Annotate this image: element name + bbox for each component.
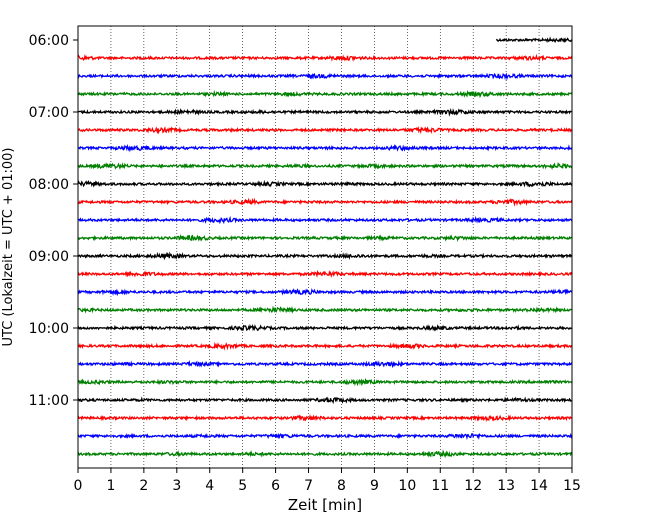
trace-0930 <box>77 287 573 297</box>
trace-0845 <box>77 234 573 242</box>
x-tick-label: 1 <box>106 478 115 494</box>
x-tick-label: 9 <box>370 478 379 494</box>
x-tick-label: 4 <box>205 478 214 494</box>
x-tick-label: 11 <box>431 478 449 494</box>
trace-0730 <box>77 143 573 153</box>
x-axis-ticks: 0 1 2 3 4 5 6 7 8 9 10 11 12 13 14 15 <box>74 468 581 494</box>
y-tick-label: 06:00 <box>29 33 69 49</box>
trace-1145 <box>77 449 573 459</box>
trace-0630 <box>77 72 573 81</box>
trace-0745 <box>77 161 573 171</box>
x-tick-label: 13 <box>497 478 515 494</box>
x-tick-label: 10 <box>398 478 416 494</box>
x-tick-label: 3 <box>172 478 181 494</box>
plot-frame <box>77 25 573 469</box>
trace-1115 <box>77 413 573 423</box>
trace-0615 <box>77 53 573 62</box>
trace-0715 <box>78 126 573 135</box>
x-tick-label: 14 <box>530 478 548 494</box>
trace-1100 <box>77 396 573 405</box>
x-tick-label: 5 <box>238 478 247 494</box>
y-tick-label: 09:00 <box>29 249 69 265</box>
x-tick-label: 7 <box>304 478 313 494</box>
trace-0915 <box>77 269 573 278</box>
y-tick-label: 10:00 <box>29 321 69 337</box>
y-tick-label: 08:00 <box>29 177 69 193</box>
trace-1030 <box>78 359 573 369</box>
x-tick-label: 8 <box>337 478 346 494</box>
trace-0645 <box>77 89 573 99</box>
trace-series <box>77 36 573 459</box>
x-tick-label: 15 <box>563 478 581 494</box>
x-tick-label: 0 <box>74 478 83 494</box>
y-axis-label: UTC (Lokalzeit = UTC + 01:00) <box>1 148 16 347</box>
x-tick-label: 6 <box>271 478 280 494</box>
y-tick-label: 07:00 <box>29 105 69 121</box>
y-axis-ticks: 06:00 07:00 08:00 09:00 10:00 11:00 <box>29 33 78 409</box>
x-tick-label: 12 <box>464 478 482 494</box>
x-tick-label: 2 <box>139 478 148 494</box>
trace-0800 <box>77 179 573 188</box>
x-axis-label: Zeit [min] <box>288 496 362 514</box>
trace-0815 <box>77 197 573 207</box>
trace-0900 <box>77 251 573 261</box>
trace-0830 <box>77 215 573 225</box>
trace-0945 <box>77 305 573 314</box>
trace-1130 <box>77 432 573 441</box>
trace-1015 <box>77 341 573 351</box>
trace-1000 <box>77 323 573 332</box>
y-tick-label: 11:00 <box>29 393 69 409</box>
trace-1045 <box>77 377 573 387</box>
trace-0600 <box>495 36 573 44</box>
trace-0700 <box>77 107 573 117</box>
